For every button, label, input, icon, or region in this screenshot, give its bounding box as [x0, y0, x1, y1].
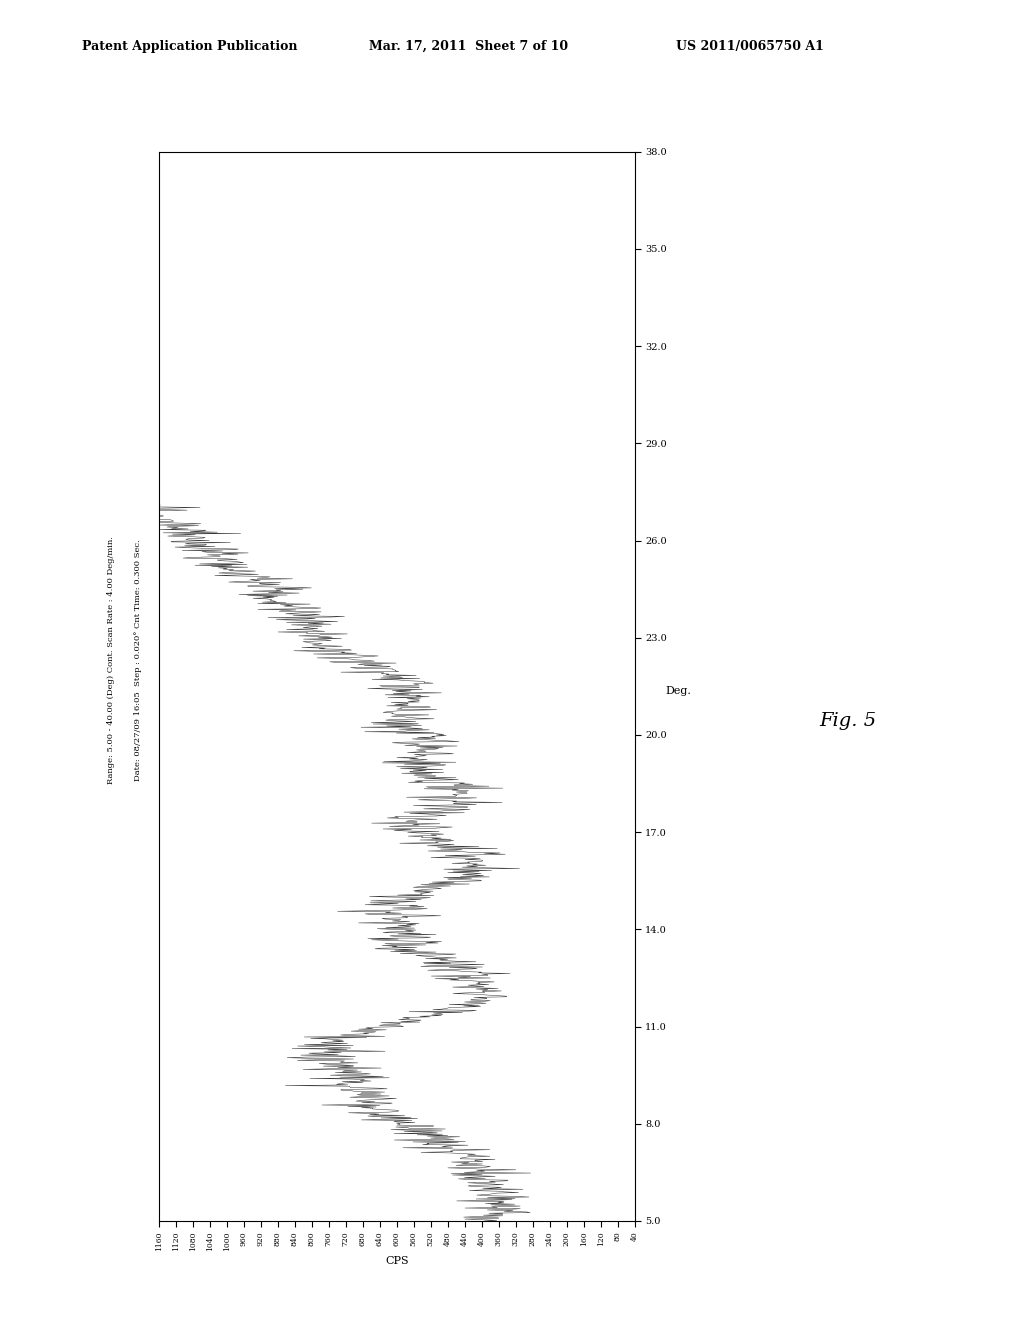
Text: Range: 5.00 - 40.00 (Deg) Cont. Scan Rate : 4.00 Deg/min.: Range: 5.00 - 40.00 (Deg) Cont. Scan Rat… [106, 536, 115, 784]
Text: Patent Application Publication: Patent Application Publication [82, 40, 297, 53]
Text: Date: 08/27/09 16:05  Step : 0.020° Cnt Time: 0.300 Sec.: Date: 08/27/09 16:05 Step : 0.020° Cnt T… [134, 539, 142, 781]
Y-axis label: Deg.: Deg. [666, 686, 691, 697]
Text: Mar. 17, 2011  Sheet 7 of 10: Mar. 17, 2011 Sheet 7 of 10 [369, 40, 567, 53]
Text: Fig. 5: Fig. 5 [819, 711, 877, 730]
Text: US 2011/0065750 A1: US 2011/0065750 A1 [676, 40, 823, 53]
X-axis label: CPS: CPS [385, 1257, 409, 1266]
